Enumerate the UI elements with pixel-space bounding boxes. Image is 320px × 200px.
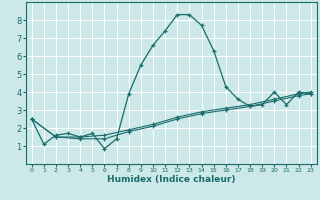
X-axis label: Humidex (Indice chaleur): Humidex (Indice chaleur) bbox=[107, 175, 236, 184]
